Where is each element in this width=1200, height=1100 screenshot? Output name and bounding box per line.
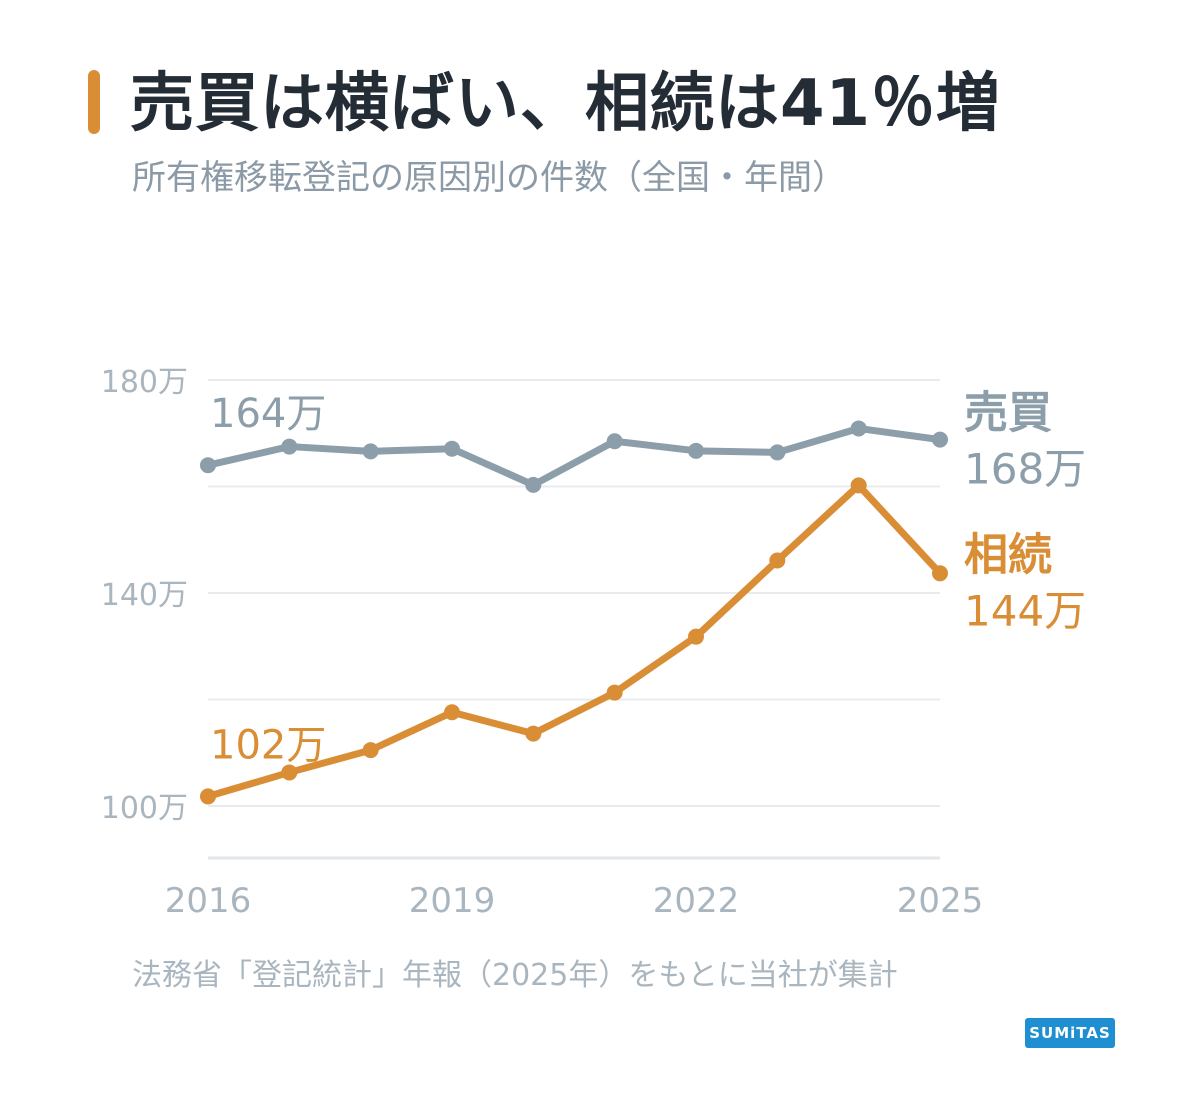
y-tick-label: 140万	[101, 578, 188, 613]
data-point-souzoku	[932, 565, 948, 582]
data-point-souzoku	[525, 725, 542, 742]
data-point-baibai	[606, 433, 623, 450]
data-point-souzoku	[362, 742, 379, 759]
series-name-label: 売買	[964, 388, 1052, 439]
data-point-souzoku	[444, 704, 460, 721]
end-value-label: 168万	[964, 445, 1086, 494]
data-point-baibai	[281, 438, 298, 455]
chart-title: 売買は横ばい、相続は41％増	[130, 67, 1002, 141]
data-point-baibai	[850, 420, 867, 437]
data-point-baibai	[444, 440, 460, 457]
series-line-baibai	[204, 424, 944, 489]
data-point-baibai	[932, 431, 948, 448]
x-tick-label: 2019	[409, 881, 496, 921]
data-point-baibai	[688, 442, 704, 459]
x-tick-label: 2025	[897, 881, 984, 921]
data-point-souzoku	[688, 628, 704, 645]
data-point-souzoku	[281, 764, 298, 781]
end-value-label: 144万	[964, 586, 1086, 635]
y-tick-label: 180万	[101, 365, 188, 400]
data-point-baibai	[769, 444, 786, 461]
start-value-label: 164万	[210, 391, 326, 437]
title-accent-bar	[88, 70, 100, 134]
data-point-baibai	[525, 476, 542, 493]
data-point-souzoku	[850, 477, 867, 494]
x-tick-label: 2016	[165, 881, 252, 921]
y-tick-label: 100万	[101, 791, 188, 826]
chart-subtitle: 所有権移転登記の原因別の件数（全国・年間）	[132, 158, 846, 198]
series-line-souzoku	[204, 481, 944, 800]
source-note: 法務省「登記統計」年報（2025年）をもとに当社が集計	[132, 958, 898, 993]
data-point-souzoku	[769, 552, 786, 569]
series-name-label: 相続	[964, 529, 1052, 580]
data-point-baibai	[200, 457, 216, 474]
sumitas-logo: SUMiTAS	[1025, 1018, 1115, 1048]
data-point-souzoku	[200, 788, 216, 805]
data-point-souzoku	[606, 684, 623, 701]
x-tick-label: 2022	[653, 881, 740, 921]
start-value-label: 102万	[210, 722, 326, 768]
data-point-baibai	[362, 443, 379, 460]
